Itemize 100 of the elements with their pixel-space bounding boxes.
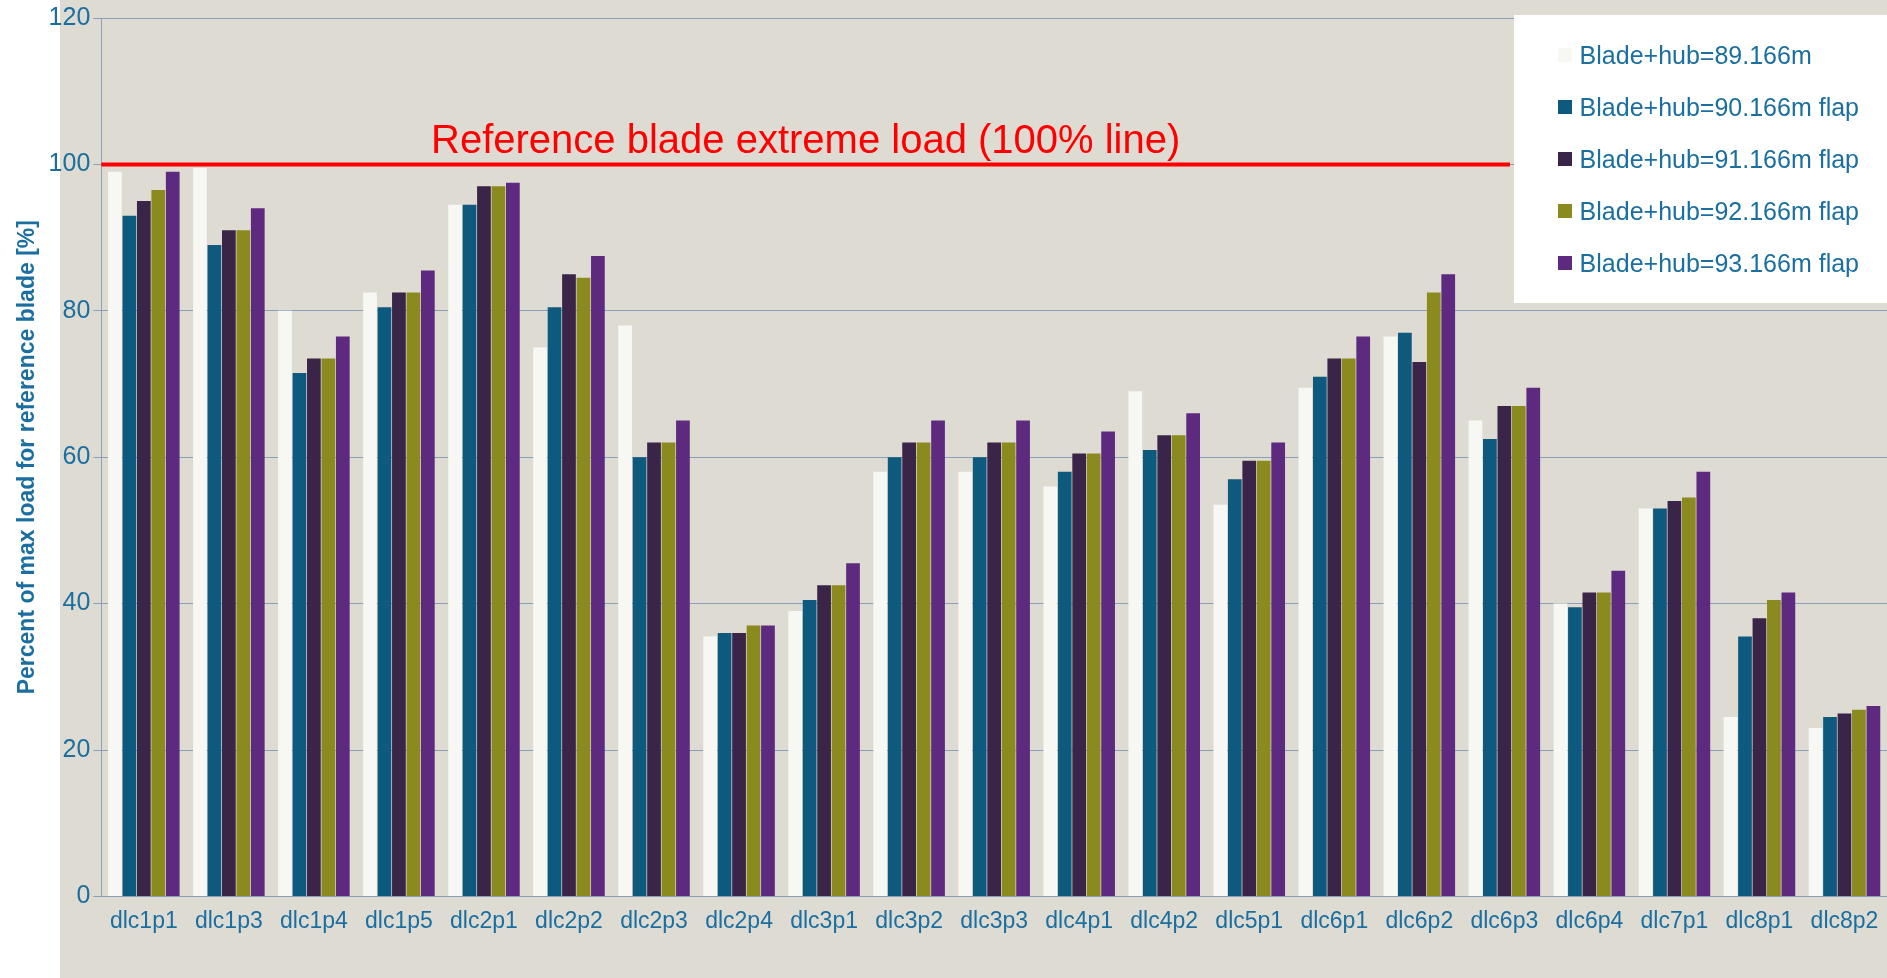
y-tick-label: 120 [48, 1, 91, 30]
bar [1837, 713, 1852, 896]
bar [1213, 504, 1228, 896]
bar [732, 632, 746, 896]
bar [831, 585, 846, 896]
y-tick-label: 20 [62, 733, 91, 762]
bar [1568, 607, 1582, 896]
bar [221, 230, 236, 896]
x-tick-label: dlc3p1 [790, 906, 858, 933]
bar [377, 307, 392, 896]
legend-label: Blade+hub=89.166m [1579, 40, 1812, 70]
bar [420, 270, 435, 896]
bar [491, 186, 506, 896]
y-tick-label: 0 [76, 880, 91, 909]
bar [108, 171, 122, 896]
bar [817, 585, 831, 896]
bar [193, 168, 207, 896]
bar [802, 599, 817, 896]
bar [165, 171, 180, 896]
x-tick-label: dlc6p1 [1300, 906, 1369, 933]
bar [250, 208, 265, 896]
bar [958, 471, 973, 896]
bar [761, 625, 775, 896]
bar [1723, 717, 1738, 896]
bar [1582, 592, 1597, 896]
bar [462, 204, 477, 896]
bar [136, 201, 151, 896]
bar [1072, 453, 1087, 896]
bar [363, 292, 377, 896]
bar [647, 442, 661, 896]
bar [1426, 292, 1441, 896]
bar [1682, 497, 1696, 896]
bar [547, 307, 562, 896]
bar [1852, 709, 1866, 896]
y-tick-label: 60 [62, 441, 91, 470]
bar [972, 457, 987, 896]
x-tick-label: dlc5p1 [1215, 906, 1284, 933]
bar [1553, 603, 1568, 896]
bar [1227, 479, 1242, 896]
bar [1667, 501, 1682, 896]
bar [1327, 358, 1342, 896]
x-tick-label: dlc7p1 [1640, 906, 1709, 933]
y-axis-title: Percent of max load for reference blade [%] [13, 220, 40, 695]
bar [1057, 471, 1072, 896]
bar [1468, 420, 1483, 896]
bar [292, 373, 307, 896]
bar [1738, 636, 1752, 896]
bar [1497, 405, 1512, 896]
bar [562, 274, 576, 896]
x-tick-label: dlc2p2 [535, 906, 603, 933]
bar [1341, 358, 1356, 896]
x-tick-label: dlc8p2 [1810, 906, 1879, 933]
bar [1611, 570, 1626, 896]
bar [1086, 453, 1101, 896]
bar [1441, 274, 1456, 896]
x-tick-label: dlc4p1 [1045, 906, 1114, 933]
bar [151, 190, 166, 896]
bar [1752, 618, 1767, 896]
bar [1696, 471, 1711, 896]
x-tick-label: dlc2p1 [450, 906, 518, 933]
bar [661, 442, 676, 896]
bar [1596, 592, 1611, 896]
bar [448, 204, 462, 896]
bar [278, 310, 292, 896]
bar [506, 182, 520, 896]
bar [1242, 460, 1257, 896]
bar [1298, 387, 1313, 896]
bar [1043, 486, 1058, 896]
x-tick-label: dlc8p1 [1725, 906, 1794, 933]
legend-label: Blade+hub=93.166m flap [1579, 248, 1859, 278]
bar [1383, 336, 1398, 896]
bar [788, 610, 803, 896]
bar [1256, 460, 1271, 896]
x-tick-label: dlc6p2 [1385, 906, 1454, 933]
bar [321, 358, 336, 896]
bar [916, 442, 931, 896]
bar [533, 347, 547, 896]
bar [1016, 420, 1030, 896]
bar [676, 420, 690, 896]
x-tick-label: dlc1p5 [365, 906, 433, 933]
bar [632, 457, 647, 896]
x-tick-label: dlc3p2 [875, 906, 944, 933]
bar [1142, 449, 1157, 896]
bar [1781, 592, 1796, 896]
bar [1398, 332, 1412, 896]
bar [1001, 442, 1016, 896]
bar [392, 292, 406, 896]
bar [618, 325, 632, 896]
legend-label: Blade+hub=92.166m flap [1579, 196, 1859, 226]
bar [1171, 435, 1186, 896]
bar [1653, 508, 1667, 896]
bar [1356, 336, 1371, 896]
bar [703, 636, 718, 896]
bar [931, 420, 945, 896]
bar [746, 625, 761, 896]
x-tick-label: dlc6p3 [1470, 906, 1539, 933]
bar [1483, 438, 1497, 896]
bar [1638, 508, 1653, 896]
bar [591, 255, 605, 896]
ref-line-label: Reference blade extreme load (100% line) [430, 117, 1181, 162]
